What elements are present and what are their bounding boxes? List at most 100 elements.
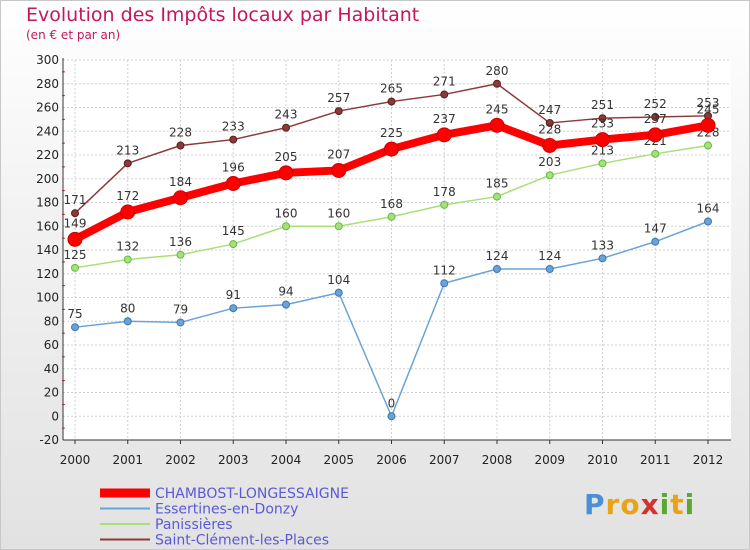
logo-letter: i bbox=[659, 488, 671, 521]
axes: -20 0 20 40 60 80 100 120 140 160 180 200 220 240 260 2… bbox=[36, 53, 731, 467]
data-point bbox=[598, 159, 607, 168]
data-label: 0 bbox=[388, 396, 396, 410]
data-label: 164 bbox=[697, 202, 720, 216]
x-tick-label: 2006 bbox=[376, 453, 407, 467]
data-point bbox=[651, 149, 660, 158]
data-label: 171 bbox=[64, 193, 87, 207]
data-point bbox=[647, 127, 663, 143]
data-label: 91 bbox=[226, 288, 241, 302]
data-label: 149 bbox=[64, 216, 87, 230]
data-label: 247 bbox=[538, 103, 561, 117]
logo-letter: P bbox=[584, 488, 606, 521]
y-tick-label: 260 bbox=[36, 101, 59, 115]
data-point bbox=[229, 135, 238, 144]
data-point bbox=[71, 209, 79, 218]
data-point bbox=[278, 165, 294, 181]
data-label: 80 bbox=[120, 301, 135, 315]
data-label: 75 bbox=[67, 307, 82, 321]
x-tick-label: 2009 bbox=[534, 453, 565, 467]
data-label: 253 bbox=[697, 96, 720, 110]
y-tick-label: 140 bbox=[36, 243, 59, 257]
data-label: 213 bbox=[116, 143, 139, 157]
y-tick-label: 200 bbox=[36, 172, 59, 186]
x-tick-label: 2004 bbox=[271, 453, 302, 467]
proxiti-logo: Proxiti bbox=[584, 488, 695, 521]
data-point bbox=[225, 176, 241, 191]
data-point bbox=[229, 240, 238, 249]
data-point bbox=[176, 318, 185, 327]
data-label: 160 bbox=[275, 206, 298, 220]
data-point bbox=[545, 265, 554, 273]
data-label: 252 bbox=[644, 97, 667, 111]
y-tick-label: 60 bbox=[44, 338, 59, 352]
data-label: 228 bbox=[538, 123, 561, 137]
data-point bbox=[704, 217, 712, 226]
y-tick-label: 180 bbox=[36, 196, 59, 210]
data-label: 228 bbox=[169, 126, 192, 140]
y-tick-label: 40 bbox=[44, 362, 59, 376]
data-point bbox=[493, 265, 501, 273]
data-point bbox=[173, 190, 188, 206]
data-label: 257 bbox=[327, 91, 350, 105]
data-label: 205 bbox=[275, 150, 298, 164]
x-tick-label: 2008 bbox=[482, 453, 513, 467]
data-point bbox=[493, 79, 501, 88]
data-point bbox=[120, 204, 136, 220]
y-tick-label: 160 bbox=[36, 219, 59, 233]
data-point bbox=[545, 118, 554, 127]
data-label: 145 bbox=[222, 224, 245, 238]
x-tick-label: 2000 bbox=[60, 453, 91, 467]
y-tick-label: 20 bbox=[44, 386, 59, 400]
data-point bbox=[387, 97, 396, 106]
logo-letter: t bbox=[670, 488, 685, 521]
y-tick-label: 120 bbox=[36, 267, 59, 281]
x-tick-label: 2002 bbox=[165, 453, 196, 467]
data-point bbox=[545, 171, 554, 180]
logo-letter: i bbox=[684, 488, 696, 521]
data-label: 243 bbox=[275, 108, 298, 122]
data-label: 136 bbox=[169, 235, 192, 249]
data-point bbox=[598, 114, 607, 123]
data-label: 178 bbox=[433, 185, 456, 199]
x-tick-label: 2001 bbox=[112, 453, 143, 467]
data-label: 185 bbox=[486, 177, 509, 191]
data-point bbox=[334, 107, 343, 116]
x-tick-label: 2011 bbox=[640, 453, 671, 467]
legend: CHAMBOST-LONGESSAIGNEEssertines-en-Donzy… bbox=[100, 486, 349, 549]
data-point bbox=[123, 159, 132, 168]
data-point bbox=[123, 255, 132, 264]
data-label: 112 bbox=[433, 263, 456, 277]
legend-entry: CHAMBOST-LONGESSAIGNE bbox=[155, 486, 349, 502]
data-label: 168 bbox=[380, 197, 403, 211]
data-point bbox=[387, 212, 396, 221]
data-point bbox=[176, 250, 185, 259]
logo-letter: r bbox=[605, 488, 621, 521]
data-label: 237 bbox=[644, 112, 667, 126]
data-label: 251 bbox=[591, 98, 614, 112]
data-point bbox=[331, 162, 347, 178]
data-label: 124 bbox=[486, 249, 509, 263]
y-tick-label: 0 bbox=[51, 409, 59, 423]
data-point bbox=[176, 141, 185, 150]
data-label: 196 bbox=[222, 161, 245, 175]
data-label: 233 bbox=[222, 120, 245, 134]
data-point bbox=[440, 90, 449, 99]
series-panissi-res: 125132136145160160168178185203213221228 bbox=[64, 126, 719, 272]
data-label: 125 bbox=[64, 248, 87, 262]
legend-entry: Saint-Clément-les-Places bbox=[155, 533, 329, 549]
data-label: 280 bbox=[486, 64, 509, 78]
series-saint-cl-ment-les-places: 171 213 228 233 243 257 265 271 280 247 251 252 253 bbox=[64, 64, 720, 218]
y-tick-label: 300 bbox=[36, 53, 59, 67]
data-label: 203 bbox=[538, 155, 561, 169]
y-tick-label: 280 bbox=[36, 77, 59, 91]
data-point bbox=[440, 279, 449, 288]
data-label: 184 bbox=[169, 175, 192, 189]
data-label: 124 bbox=[538, 249, 561, 263]
x-tick-label: 2010 bbox=[587, 453, 618, 467]
data-label: 172 bbox=[116, 189, 139, 203]
data-label: 213 bbox=[591, 143, 614, 157]
data-label: 147 bbox=[644, 222, 667, 236]
grid-lines bbox=[63, 59, 731, 441]
data-point bbox=[440, 200, 449, 209]
